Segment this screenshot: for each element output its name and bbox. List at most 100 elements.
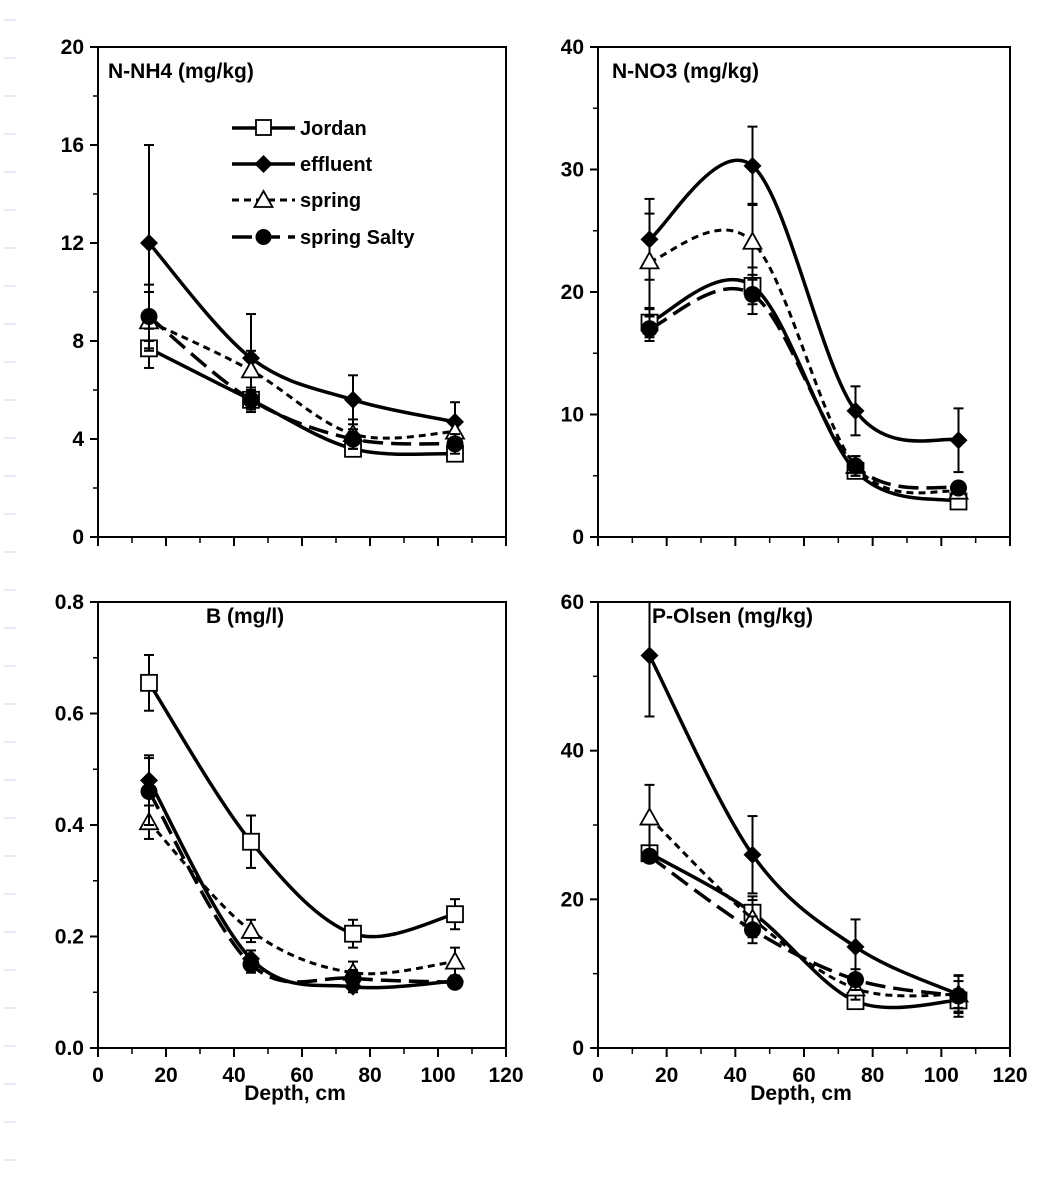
panel-n-nh4: N-NH4 (mg/kg) 0 4 8 12 16 20 <box>61 36 507 549</box>
data-point-effluent <box>140 234 158 252</box>
data-point-spring-salty <box>242 391 260 409</box>
legend-label-effluent: effluent <box>300 154 373 176</box>
x-tick-label-p-olsen: 20 <box>655 1064 678 1087</box>
series-line-effluent <box>147 241 456 424</box>
plot-frame-p-olsen <box>597 601 1011 1049</box>
y-tick-label-n-no3: 20 <box>561 281 584 304</box>
x-axis-title-right: Depth, cm <box>750 1082 852 1105</box>
x-tick-label-boron: 120 <box>488 1064 523 1087</box>
y-tick-label-boron: 0.4 <box>55 814 85 837</box>
x-tick-label-boron: 60 <box>290 1064 313 1087</box>
series-line-spring-salty <box>147 315 456 446</box>
y-tick-label-p-olsen: 40 <box>561 740 584 763</box>
y-tick-label-n-no3: 0 <box>572 526 584 549</box>
data-point-effluent <box>344 390 362 409</box>
data-point-effluent <box>743 156 762 175</box>
legend: Jordan effluent spring spring Salty <box>232 118 415 249</box>
data-point-spring <box>741 230 764 250</box>
series-jordan-boron <box>140 653 464 949</box>
data-point-spring <box>638 250 661 270</box>
legend-item-spring-salty: spring Salty <box>232 227 415 249</box>
series-line-spring-salty <box>147 790 456 984</box>
y-tick-label-boron: 0.6 <box>55 703 84 726</box>
panel-title-n-no3: N-NO3 (mg/kg) <box>612 60 759 83</box>
data-point-spring <box>240 920 262 939</box>
data-point-effluent <box>846 401 865 420</box>
y-tick-label-p-olsen: 0 <box>572 1037 584 1060</box>
data-point-jordan <box>140 673 158 692</box>
data-point-effluent <box>846 937 865 956</box>
y-tick-label-boron: 0.0 <box>55 1037 84 1060</box>
y-tick-label-p-olsen: 60 <box>561 591 584 614</box>
series-spring-salty-n-no3 <box>641 273 967 497</box>
panel-boron: B (mg/l) Depth, cm 0.0 0.2 0.4 0.6 0.8 0 20 40 6… <box>55 591 524 1105</box>
legend-item-spring: spring <box>232 189 361 212</box>
y-tick-label-n-nh4: 12 <box>61 232 84 255</box>
y-tick-label-n-no3: 40 <box>561 36 584 59</box>
data-point-spring-salty <box>344 430 362 448</box>
series-jordan-p-olsen <box>640 844 968 1013</box>
series-line-spring <box>649 228 959 495</box>
x-tick-label-boron: 20 <box>154 1064 177 1087</box>
y-tick-label-n-nh4: 0 <box>72 526 84 549</box>
series-line-spring <box>147 821 456 976</box>
series-spring-salty-boron <box>140 757 464 991</box>
x-tick-label-boron: 100 <box>420 1064 455 1087</box>
series-effluent-n-no3 <box>640 125 968 474</box>
series-line-effluent <box>147 779 456 990</box>
panel-title-p-olsen: P-Olsen (mg/kg) <box>652 605 813 628</box>
y-tick-label-boron: 0.8 <box>55 591 85 614</box>
data-point-spring-salty <box>641 847 658 865</box>
series-spring-salty-p-olsen <box>641 847 967 1018</box>
data-point-spring-salty <box>140 308 158 325</box>
data-point-spring <box>638 806 661 826</box>
series-line-spring <box>148 320 456 440</box>
data-point-spring-salty <box>641 320 658 338</box>
x-tick-label-boron: 0 <box>92 1064 104 1087</box>
y-tick-label-boron: 0.2 <box>55 926 84 949</box>
y-tick-label-n-nh4: 4 <box>72 428 84 451</box>
data-point-spring-salty <box>847 971 864 989</box>
series-effluent-p-olsen <box>640 602 968 1015</box>
x-tick-label-p-olsen: 0 <box>592 1064 604 1087</box>
panel-title-boron: B (mg/l) <box>206 605 284 628</box>
data-point-spring-salty <box>950 479 967 497</box>
plot-frame-n-no3 <box>597 46 1011 538</box>
series-line-spring-salty <box>648 286 959 490</box>
data-point-spring <box>240 359 262 379</box>
legend-marker-spring-salty <box>255 229 272 245</box>
legend-marker-spring <box>252 189 275 208</box>
data-point-spring-salty <box>744 285 761 303</box>
data-point-spring-salty <box>140 783 158 801</box>
series-line-spring-salty <box>648 854 959 998</box>
y-tick-label-n-nh4: 20 <box>61 36 84 59</box>
x-tick-label-p-olsen: 100 <box>924 1064 959 1087</box>
series-spring-boron <box>138 804 466 985</box>
series-line-jordan <box>147 681 456 939</box>
x-tick-label-p-olsen: 80 <box>861 1064 884 1087</box>
series-line-jordan <box>648 277 959 504</box>
series-line-spring <box>648 816 959 998</box>
legend-label-jordan: Jordan <box>300 118 367 140</box>
x-tick-label-p-olsen: 40 <box>724 1064 747 1087</box>
data-point-effluent <box>949 431 968 450</box>
panel-title-n-nh4: N-NH4 (mg/kg) <box>108 60 254 83</box>
y-tick-label-n-no3: 30 <box>561 159 584 182</box>
left-edge-tick-marks <box>4 19 16 1161</box>
x-tick-label-boron: 80 <box>358 1064 381 1087</box>
x-tick-label-p-olsen: 120 <box>992 1064 1027 1087</box>
data-point-effluent <box>640 646 659 665</box>
series-spring-salty-n-nh4 <box>140 283 464 455</box>
series-spring-p-olsen <box>638 783 970 1009</box>
data-point-jordan <box>446 905 464 924</box>
data-point-spring-salty <box>847 457 864 475</box>
series-jordan-n-nh4 <box>140 327 464 463</box>
data-point-jordan <box>344 924 362 943</box>
data-point-spring-salty <box>344 969 362 987</box>
panel-p-olsen: P-Olsen (mg/kg) Depth, cm 0 20 40 60 0 20 40 60… <box>561 591 1028 1105</box>
data-point-effluent <box>743 845 762 864</box>
series-line-jordan <box>648 851 959 1010</box>
legend-label-spring-salty: spring Salty <box>300 227 415 249</box>
legend-item-jordan: Jordan <box>232 118 367 140</box>
